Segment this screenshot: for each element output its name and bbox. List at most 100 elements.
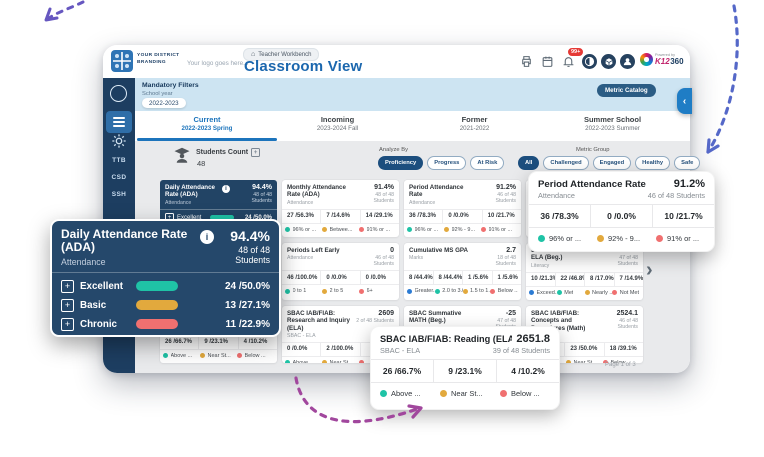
mandatory-filters-bar: Mandatory Filters School year 2022-2023 … [135, 78, 690, 111]
info-icon[interactable]: i [222, 185, 230, 193]
card-cell-value: 10 /21.3% [526, 272, 556, 286]
calendar-icon[interactable] [541, 55, 554, 68]
menu-hamburger-icon[interactable] [106, 111, 132, 133]
legend-label: Near St... [573, 359, 597, 363]
card-cell-value: 7 /14.6% [321, 209, 361, 223]
card-cell-value: 22 /46.8% [556, 272, 585, 286]
band-label: Basic [80, 299, 107, 311]
school-year-chip[interactable]: 2022-2023 [142, 98, 186, 108]
tab-label: Former [461, 115, 488, 124]
card-students: 48 of 48 Students [373, 192, 394, 205]
account-icon[interactable] [620, 54, 635, 69]
students-count-label: Students Count + [196, 148, 261, 157]
sbac-reading-callout: SBAC IAB/FIAB: Reading (ELA) 2651.8 SBAC… [370, 326, 560, 410]
card-students: 2 of 48 Students [356, 318, 394, 324]
legend-item: Above ... [163, 353, 200, 359]
legend-dot [322, 227, 327, 233]
legend-dot [597, 235, 604, 242]
analyze-by-pills: Proficiency Progress At Risk [378, 156, 505, 170]
contrast-icon[interactable] [582, 54, 597, 69]
sidebar-item[interactable]: CSD [111, 174, 127, 181]
tab-label: Current [193, 115, 221, 124]
term-tab[interactable]: Incoming 2023-2024 Fall [275, 115, 400, 141]
callout-legend: 96% or ... 92% - 9... 91% or ... [529, 227, 714, 249]
legend-item: 91% or ... [481, 227, 518, 233]
tab-label: Summer School [583, 115, 642, 124]
metric-group-pill[interactable]: All [518, 156, 540, 170]
settings-gear-icon[interactable] [111, 133, 127, 149]
card-cell-value: 46 /100.0% [282, 271, 322, 285]
card-legend: Greater... 2.0 to 3.0 1.5 to [404, 284, 521, 297]
collapse-panel-tab[interactable]: ‹ [677, 88, 692, 114]
callout-header: SBAC IAB/FIAB: Reading (ELA) 2651.8 SBAC… [371, 327, 559, 359]
legend-item: 2 to 5 [322, 288, 359, 294]
card-cells: 46 /100.0% 0 /0.0% 0 /0.0% [282, 270, 399, 285]
band-value: 13 /27.1% [224, 299, 270, 311]
info-icon[interactable]: i [200, 230, 214, 244]
metric-group-pill[interactable]: Healthy [635, 156, 671, 170]
card-cells: 36 /78.3% 0 /0.0% 10 /21.7% [404, 208, 521, 223]
legend-dot [380, 390, 387, 397]
legend-dot [285, 288, 290, 294]
legend-item: 96% or ... [407, 227, 444, 233]
apps-cube-icon[interactable] [601, 54, 616, 69]
card-cells: 23 /50.0% 18 /39.1% [526, 341, 643, 356]
metric-group-pill[interactable]: Challenged [543, 156, 589, 170]
card-title: Daily Attendance Rate (ADA) [165, 184, 215, 199]
analyze-option-pill[interactable]: Proficiency [378, 156, 424, 170]
metric-card[interactable]: Periods Left Early Attendance i 0 46 of … [282, 243, 399, 300]
callout-students: 46 of 48 Students [647, 191, 705, 200]
metric-card[interactable]: Cumulative MS GPA Marks i 2.7 18 of 48 S… [404, 243, 521, 300]
card-cell-value: 9 /23.1% [199, 335, 239, 349]
term-tab[interactable]: Former 2021-2022 [412, 115, 537, 141]
card-title: Periods Left Early [287, 247, 340, 254]
band-value: 24 /50.0% [244, 214, 272, 221]
k12-swirl-icon [640, 53, 653, 66]
term-tab[interactable]: Summer School 2022-2023 Summer [550, 115, 675, 141]
term-tab[interactable]: Current 2022-2023 Spring [137, 115, 277, 141]
metric-card[interactable]: Monthly Attendance Rate (ADA) Attendance… [282, 180, 399, 237]
metric-group-pill[interactable]: Engaged [592, 156, 632, 170]
card-value: 0 [390, 247, 394, 254]
card-legend: Above ... Near St... [282, 355, 399, 363]
metric-card[interactable]: Period Attendance Rate Attendance i 91.2… [404, 180, 521, 237]
card-students: 46 of 48 Students [373, 255, 394, 268]
card-cells: 27 /56.3% 7 /14.6% 14 /29.1% [282, 208, 399, 223]
analyze-by-label: Analyze By [379, 147, 408, 153]
callout-cell-value: 10 /21.7% [664, 211, 703, 221]
sidebar-item[interactable]: SSH [111, 191, 127, 198]
expand-plus-icon[interactable]: + [61, 317, 74, 331]
card-header: Period Attendance Rate Attendance i 91.2… [404, 180, 521, 209]
bell-icon[interactable] [562, 55, 575, 68]
metric-group-pill[interactable]: Safe [674, 156, 701, 170]
legend-label: 91% or ... [488, 226, 513, 233]
legend-label: Near St... [451, 389, 483, 398]
card-legend: Above ... Near St... Below . [160, 348, 277, 362]
callout-cell-value: 9 /23.1% [434, 360, 497, 382]
card-subtitle: Attendance [409, 199, 436, 206]
printer-icon[interactable] [520, 55, 533, 68]
expand-plus-icon[interactable]: + [61, 298, 74, 312]
card-cell-value: 23 /50.0% [565, 342, 605, 356]
window-header: YOUR DISTRICT BRANDING Your logo goes he… [103, 45, 690, 78]
legend-label: 0 to 1 [292, 288, 307, 295]
card-value: 91.2% [496, 184, 516, 191]
metric-catalog-button[interactable]: Metric Catalog [597, 84, 656, 97]
breadcrumb[interactable]: ⌂ Teacher Workbench [243, 48, 320, 61]
scroll-right-chevron-icon[interactable]: › [646, 259, 653, 281]
legend-label: Exceed... [536, 289, 557, 296]
band-row: + Basic 13 /27.1% [61, 296, 270, 315]
add-plus-icon[interactable]: + [251, 148, 261, 157]
legend-dot [163, 353, 168, 359]
card-subtitle: Attendance [165, 199, 192, 206]
page-indicator: Page 1 of 3 [605, 362, 636, 368]
card-legend: 96% or ... 92% - 9... 91% or [404, 222, 521, 236]
legend-item: Near St... [435, 389, 495, 398]
card-cell-value: 26 /66.7% [160, 335, 200, 349]
expand-plus-icon[interactable]: + [61, 279, 74, 293]
analyze-option-pill[interactable]: Progress [427, 156, 467, 170]
sidebar-item[interactable]: TTB [112, 157, 126, 164]
legend-dot [481, 227, 486, 233]
analyze-option-pill[interactable]: At Risk [470, 156, 505, 170]
card-cell-value: 8 /17.0% [585, 272, 615, 286]
